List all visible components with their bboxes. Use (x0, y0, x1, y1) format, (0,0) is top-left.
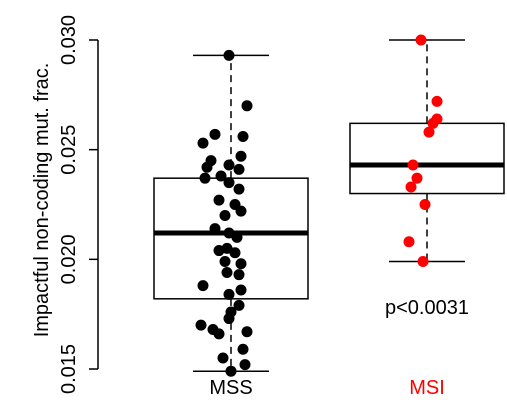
data-point (405, 181, 417, 193)
box-MSS (153, 177, 309, 300)
data-point (213, 328, 225, 340)
data-point (239, 359, 251, 371)
data-point (411, 172, 423, 184)
data-point (223, 288, 235, 300)
data-point (235, 150, 247, 162)
data-point (201, 161, 213, 173)
category-label-MSI: MSI (409, 377, 445, 399)
data-point (423, 126, 435, 138)
y-tick-label: 0.025 (58, 125, 80, 175)
points-group (195, 34, 443, 377)
y-tick-label: 0.015 (58, 344, 80, 394)
data-point (241, 100, 253, 112)
data-point (213, 194, 225, 206)
box-MSI (349, 122, 505, 195)
data-point (213, 245, 225, 257)
category-label-MSS: MSS (209, 377, 252, 399)
data-point (229, 247, 241, 259)
category-labels: MSS MSI (209, 377, 444, 399)
data-point (233, 183, 245, 195)
y-axis: 0.015 0.020 0.025 0.030 (58, 15, 99, 394)
data-point (235, 258, 247, 270)
data-point (233, 299, 245, 311)
data-point (223, 313, 235, 325)
data-point (215, 170, 227, 182)
data-point (223, 177, 235, 189)
data-point (199, 172, 211, 184)
data-point (419, 199, 431, 210)
data-point (217, 352, 229, 364)
data-point (427, 117, 439, 129)
data-point (225, 365, 237, 377)
data-point (431, 95, 443, 107)
data-point (415, 34, 427, 46)
data-point (195, 319, 207, 331)
data-point (197, 280, 209, 292)
data-point (241, 326, 253, 338)
data-point (221, 266, 233, 278)
data-point (237, 131, 249, 143)
data-point (219, 256, 231, 268)
data-point (235, 205, 247, 217)
data-point (235, 284, 247, 296)
y-axis-label: Impactful non-coding mut. frac. (31, 63, 53, 338)
box-group (153, 39, 505, 372)
y-tick-label: 0.030 (58, 15, 80, 65)
data-point (223, 159, 235, 171)
data-point (209, 223, 221, 235)
data-point (417, 256, 429, 268)
data-point (223, 49, 235, 61)
data-point (237, 343, 249, 355)
y-tick-label: 0.020 (58, 234, 80, 284)
p-value-annotation: p<0.0031 (385, 297, 469, 319)
data-point (231, 231, 243, 243)
data-point (407, 159, 419, 171)
data-point (209, 128, 221, 140)
data-point (233, 269, 245, 281)
data-point (403, 236, 415, 248)
data-point (197, 137, 209, 149)
data-point (233, 163, 245, 175)
data-point (219, 209, 231, 221)
